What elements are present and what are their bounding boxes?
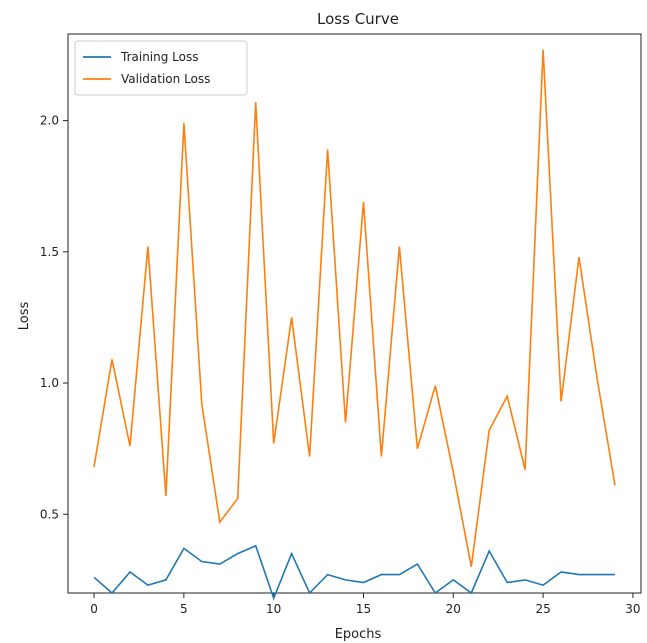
validation-loss-legend-label: Validation Loss: [121, 72, 210, 86]
y-tick-label: 1.5: [40, 245, 59, 259]
y-axis: 0.5 1.0 1.5 2.0: [40, 114, 68, 521]
x-tick-label: 5: [180, 602, 188, 616]
chart-title: Loss Curve: [317, 10, 399, 28]
x-tick-label: 0: [90, 602, 98, 616]
x-axis: 0 5 10 15 20 25 30: [90, 593, 641, 616]
x-tick-label: 20: [446, 602, 461, 616]
y-tick-label: 0.5: [40, 507, 59, 521]
x-axis-label: Epochs: [335, 627, 382, 642]
y-tick-label: 2.0: [40, 114, 59, 128]
series-layer: [93, 49, 616, 601]
x-tick-label: 25: [535, 602, 550, 616]
y-tick-label: 1.0: [40, 376, 59, 390]
plot-area-frame: [67, 33, 642, 594]
legend: Training Loss Validation Loss: [74, 40, 248, 96]
x-tick-label: 30: [625, 602, 640, 616]
x-tick-label: 10: [266, 602, 281, 616]
legend-box: [74, 40, 248, 96]
training-loss-line: [93, 544, 615, 601]
training-loss-legend-label: Training Loss: [120, 50, 198, 64]
validation-loss-line: [93, 49, 616, 567]
y-axis-label: Loss: [17, 302, 32, 331]
x-tick-label: 15: [356, 602, 371, 616]
